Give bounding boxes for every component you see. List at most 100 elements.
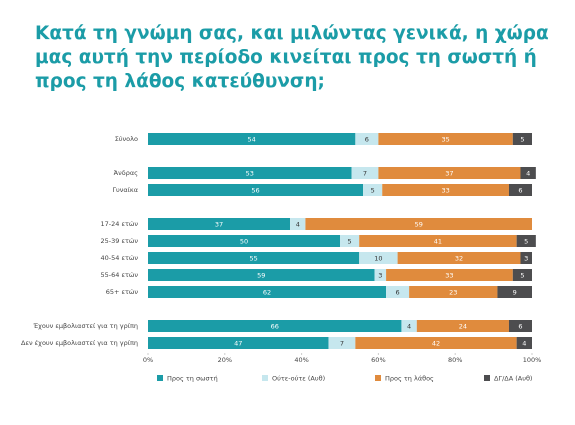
legend-label: ΔΓ/ΔΑ (Αυθ) <box>494 375 532 383</box>
y-tick-label: Άνδρας <box>114 169 139 177</box>
value-label: 59 <box>415 221 423 229</box>
value-label: 37 <box>445 170 453 178</box>
bar-segment <box>148 286 387 298</box>
value-label: 5 <box>520 272 524 280</box>
value-label: 7 <box>363 170 367 178</box>
bar-segment <box>512 269 532 281</box>
bar-segment <box>359 252 398 264</box>
bar-segment <box>148 167 352 179</box>
value-label: 5 <box>520 136 524 144</box>
value-label: 50 <box>240 238 248 246</box>
bar-segment <box>351 167 379 179</box>
bar-segment <box>359 235 517 247</box>
bar-segment <box>497 286 532 298</box>
bar-segment <box>416 320 509 332</box>
bar-segment <box>386 269 513 281</box>
value-label: 59 <box>257 272 265 280</box>
value-label: 3 <box>378 272 382 280</box>
legend-label: Προς τη λάθος <box>385 375 434 383</box>
value-label: 6 <box>396 289 400 297</box>
value-label: 54 <box>248 136 256 144</box>
value-label: 35 <box>441 136 449 144</box>
value-label: 7 <box>340 340 344 348</box>
chart-title: Κατά τη γνώμη σας, και μιλώντας γενικά, … <box>35 23 549 92</box>
value-label: 4 <box>522 340 526 348</box>
bar-segment <box>305 218 532 230</box>
value-label: 53 <box>246 170 254 178</box>
x-tick-label: 0% <box>143 356 153 364</box>
bar-segment <box>382 184 509 196</box>
bar-segment <box>374 269 387 281</box>
value-label: 5 <box>371 187 375 195</box>
bar-segment <box>516 235 536 247</box>
value-label: 23 <box>449 289 457 297</box>
bar-segment <box>508 184 532 196</box>
bar-segment <box>508 320 532 332</box>
value-label: 56 <box>251 187 259 195</box>
x-tick-label: 40% <box>294 356 308 364</box>
bar-segment <box>148 133 356 145</box>
value-label: 4 <box>296 221 300 229</box>
legend-swatch <box>375 375 381 381</box>
bar-segment <box>148 337 329 349</box>
bar-segment <box>148 235 340 247</box>
bar-segment <box>397 252 521 264</box>
bar-segment <box>148 184 364 196</box>
value-label: 41 <box>434 238 442 246</box>
value-label: 4 <box>407 323 411 331</box>
y-tick-label: Γυναίκα <box>112 186 138 194</box>
bar-segment <box>401 320 417 332</box>
bar-segment <box>386 286 410 298</box>
bar-segment <box>378 133 513 145</box>
value-label: 24 <box>459 323 467 331</box>
value-label: 6 <box>518 187 522 195</box>
bar-segment <box>363 184 383 196</box>
legend-swatch <box>262 375 268 381</box>
bar-segment <box>520 167 536 179</box>
value-label: 42 <box>432 340 440 348</box>
bar-segment <box>355 133 379 145</box>
value-label: 5 <box>524 238 528 246</box>
bar-segment <box>148 252 360 264</box>
legend-swatch <box>484 375 490 381</box>
value-label: 10 <box>374 255 382 263</box>
bar-segment <box>520 252 532 264</box>
value-label: 66 <box>271 323 279 331</box>
y-tick-label: Έχουν εμβολιαστεί για τη γρίπη <box>32 322 138 330</box>
x-tick-label: 100% <box>523 356 542 364</box>
value-label: 9 <box>513 289 517 297</box>
bar-segment <box>148 269 375 281</box>
value-label: 33 <box>445 272 453 280</box>
bar-segment <box>328 337 356 349</box>
bar-segment <box>290 218 306 230</box>
value-label: 33 <box>441 187 449 195</box>
bar-segment <box>355 337 517 349</box>
value-label: 6 <box>365 136 369 144</box>
value-label: 4 <box>526 170 530 178</box>
legend-label: Προς τη σωστή <box>167 375 218 383</box>
value-label: 55 <box>249 255 257 263</box>
y-tick-label: 55-64 ετών <box>101 271 139 279</box>
value-label: 62 <box>263 289 271 297</box>
value-label: 37 <box>215 221 223 229</box>
value-label: 47 <box>234 340 242 348</box>
legend-swatch <box>157 375 163 381</box>
bar-segment <box>340 235 360 247</box>
y-tick-label: 65+ ετών <box>106 288 139 296</box>
bar-segment <box>409 286 498 298</box>
value-label: 3 <box>524 255 528 263</box>
bar-segment <box>512 133 532 145</box>
bar-segment <box>516 337 532 349</box>
y-tick-label: Δεν έχουν εμβολιαστεί για τη γρίπη <box>21 339 138 347</box>
y-tick-label: 17-24 ετών <box>101 220 139 228</box>
y-tick-label: 40-54 ετών <box>101 254 139 262</box>
x-tick-label: 60% <box>371 356 385 364</box>
value-label: 6 <box>518 323 522 331</box>
bar-segment <box>148 218 291 230</box>
bar-segment <box>378 167 521 179</box>
x-tick-label: 20% <box>218 356 232 364</box>
y-tick-label: 25-39 ετών <box>101 237 139 245</box>
legend-label: Ούτε-ούτε (Αυθ) <box>272 375 325 383</box>
